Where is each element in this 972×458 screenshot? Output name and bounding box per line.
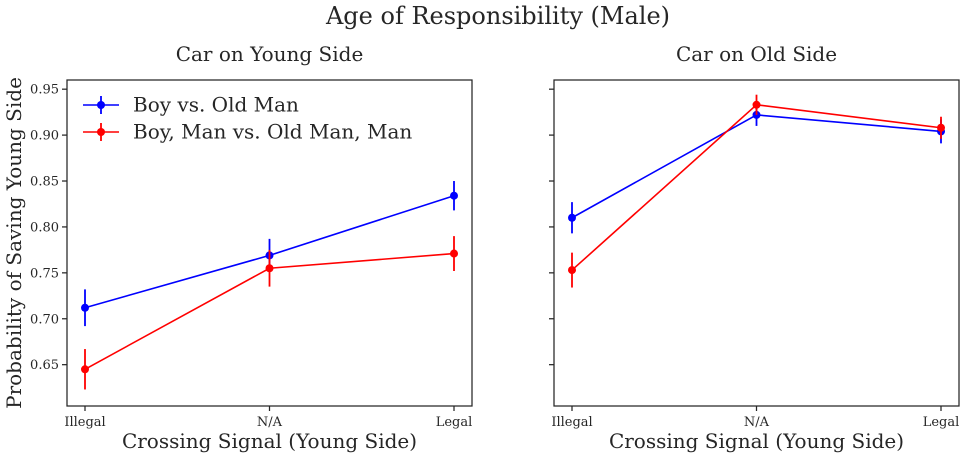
data-point	[81, 303, 89, 312]
series-blue	[568, 103, 945, 234]
data-point	[752, 100, 761, 109]
y-tick-label: 0.65	[30, 358, 59, 373]
data-point	[450, 249, 458, 258]
series-red	[568, 94, 945, 288]
y-tick-label: 0.80	[30, 220, 59, 235]
legend-marker	[97, 128, 105, 136]
series-line	[571, 114, 942, 219]
data-point	[568, 213, 576, 222]
legend-label: Boy vs. Old Man	[133, 93, 299, 117]
x-tick-label: N/A	[257, 415, 283, 430]
data-point	[937, 123, 945, 132]
legend-label: Boy, Man vs. Old Man, Man	[133, 120, 412, 144]
series-red	[81, 236, 458, 390]
data-point	[265, 264, 274, 273]
data-point	[568, 266, 576, 275]
x-axis-label: Crossing Signal (Young Side)	[122, 429, 417, 453]
x-tick-label: N/A	[744, 415, 770, 430]
y-axis-label: Probability of Saving Young Side	[2, 77, 26, 409]
y-tick-label: 0.85	[30, 175, 59, 190]
panel-1: Car on Young Side 0.65 0.70 0.75 0.80 0.85 0.9…	[30, 42, 473, 453]
data-point	[81, 365, 89, 374]
y-tick-label: 0.95	[30, 83, 59, 98]
x-tick-label: Legal	[923, 415, 960, 430]
x-axis-label: Crossing Signal (Young Side)	[609, 429, 904, 453]
panel-subtitle: Car on Young Side	[176, 42, 364, 66]
plot-frame	[553, 79, 960, 407]
panel-subtitle: Car on Old Side	[676, 42, 837, 66]
y-tick-label: 0.75	[30, 266, 59, 281]
y-tick-label: 0.90	[30, 129, 59, 144]
legend-marker	[97, 101, 105, 109]
y-tick-label: 0.70	[30, 312, 59, 327]
x-tick-label: Legal	[436, 415, 473, 430]
x-tick-label: Illegal	[64, 415, 105, 430]
panel-2: Car on Old Side Illegal N/A Legal Crossing S…	[549, 42, 960, 453]
x-tick-label: Illegal	[551, 415, 592, 430]
chart-title: Age of Responsibility (Male)	[325, 2, 670, 30]
legend: Boy vs. Old Man Boy, Man vs. Old Man, Man	[83, 93, 412, 144]
data-point	[450, 191, 458, 200]
